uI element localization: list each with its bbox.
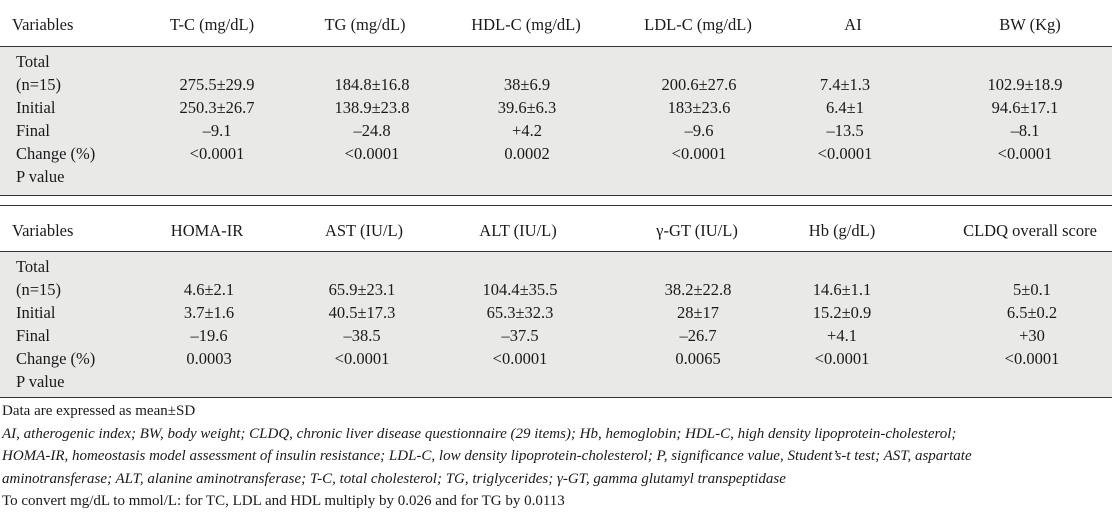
col-header-tg: TG (mg/dL) — [324, 15, 406, 34]
table-cell: <0.0001 — [189, 144, 245, 163]
table-cell: –9.6 — [684, 121, 714, 140]
table-cell: 250.3±26.7 — [179, 98, 255, 117]
col-header-ggt: γ-GT (IU/L) — [656, 221, 738, 240]
table-cell: 38±6.9 — [503, 75, 551, 94]
row-label: P value — [16, 167, 65, 186]
footnote-abbreviations: HOMA-IR, homeostasis model assessment of… — [2, 448, 972, 464]
table-cell: 183±23.6 — [667, 98, 731, 117]
table-cell: 14.6±1.1 — [812, 280, 872, 299]
table-1-body: Total (n=15) Initial Final Change (%) P … — [0, 47, 1112, 196]
table-cell: –13.5 — [826, 121, 864, 140]
footnote-abbreviations: AI, atherogenic index; BW, body weight; … — [2, 425, 957, 442]
table-cell: –9.1 — [202, 121, 232, 140]
table-footnotes: Data are expressed as mean±SD AI, athero… — [0, 400, 1112, 513]
col-header-bw: BW (Kg) — [999, 15, 1061, 34]
table-cell: 15.2±0.9 — [812, 303, 872, 322]
table-cell: 275.5±29.9 — [179, 75, 255, 94]
table-cell: 65.3±32.3 — [486, 303, 554, 322]
table-cell: 104.4±35.5 — [482, 280, 558, 299]
table-cell: 0.0002 — [504, 144, 550, 163]
table-cell: 28±17 — [676, 303, 720, 322]
table-cell: –24.8 — [353, 121, 391, 140]
row-label: Final — [16, 326, 50, 345]
footnote-unit-conversion: To convert mg/dL to mmol/L: for TC, LDL … — [2, 493, 565, 509]
table-cell: <0.0001 — [817, 144, 873, 163]
table-cell: <0.0001 — [492, 349, 548, 368]
col-header-hdl: HDL-C (mg/dL) — [471, 15, 581, 34]
table-cell: 38.2±22.8 — [664, 280, 732, 299]
row-label: (n=15) — [16, 75, 62, 94]
row-label: Total — [16, 52, 50, 71]
table-2: Variables HOMA-IR AST (IU/L) ALT (IU/L) … — [0, 205, 1112, 398]
table-cell: –19.6 — [190, 326, 228, 345]
table-cell: 3.7±1.6 — [183, 303, 235, 322]
table-cell: –8.1 — [1010, 121, 1040, 140]
row-label: Change (%) — [16, 349, 96, 368]
table-cell: 138.9±23.8 — [334, 98, 410, 117]
table-cell: –37.5 — [501, 326, 539, 345]
col-header-cldq: CLDQ overall score — [963, 221, 1097, 240]
table-2-body: Total (n=15) Initial Final Change (%) P … — [0, 252, 1112, 398]
col-header-tc: T-C (mg/dL) — [169, 15, 255, 34]
table-cell: 4.6±2.1 — [183, 280, 235, 299]
col-header-ldl: LDL-C (mg/dL) — [644, 15, 752, 34]
row-label: Initial — [16, 98, 56, 117]
row-label: Final — [16, 121, 50, 140]
col-header-hb: Hb (g/dL) — [808, 221, 876, 240]
col-header-alt: ALT (IU/L) — [479, 221, 557, 240]
footnote-abbreviations: aminotransferase; ALT, alanine aminotran… — [2, 470, 786, 487]
table-cell: 94.6±17.1 — [991, 98, 1059, 117]
table-cell: –38.5 — [343, 326, 381, 345]
table-cell: 7.4±1.3 — [819, 75, 871, 94]
table-cell: <0.0001 — [344, 144, 400, 163]
table-2-header-row: Variables HOMA-IR AST (IU/L) ALT (IU/L) … — [0, 205, 1112, 252]
table-cell: 39.6±6.3 — [497, 98, 557, 117]
table-cell: <0.0001 — [1004, 349, 1060, 368]
col-header-ast: AST (IU/L) — [324, 221, 404, 240]
table-cell: 0.0065 — [675, 349, 721, 368]
table-cell: 200.6±27.6 — [661, 75, 737, 94]
row-label: Total — [16, 257, 50, 276]
table-cell: <0.0001 — [334, 349, 390, 368]
table-1-header-row: Variables T-C (mg/dL) TG (mg/dL) HDL-C (… — [0, 0, 1112, 47]
table-cell: 102.9±18.9 — [987, 75, 1063, 94]
table-cell: 65.9±23.1 — [328, 280, 396, 299]
row-label: Change (%) — [16, 144, 96, 163]
table-cell: 40.5±17.3 — [328, 303, 396, 322]
table-cell: <0.0001 — [814, 349, 870, 368]
table-cell: 5±0.1 — [1013, 280, 1051, 299]
table-cell: +4.1 — [827, 326, 857, 345]
table-cell: +4.2 — [512, 121, 542, 140]
row-label: P value — [16, 372, 65, 391]
table-cell: 6.4±1 — [826, 98, 864, 117]
table-cell: <0.0001 — [997, 144, 1053, 163]
row-label: (n=15) — [16, 280, 62, 299]
col-header-variables: Variables — [12, 221, 74, 240]
table-cell: +30 — [1019, 326, 1045, 345]
table-cell: –26.7 — [679, 326, 717, 345]
table-cell: 6.5±0.2 — [1006, 303, 1058, 322]
table-cell: <0.0001 — [671, 144, 727, 163]
row-label: Initial — [16, 303, 56, 322]
table-1: Variables T-C (mg/dL) TG (mg/dL) HDL-C (… — [0, 0, 1112, 196]
footnote-data-expression: Data are expressed as mean±SD — [2, 403, 196, 419]
table-cell: 184.8±16.8 — [334, 75, 410, 94]
col-header-variables: Variables — [12, 15, 74, 34]
col-header-ai: AI — [844, 15, 862, 34]
table-cell: 0.0003 — [186, 349, 232, 368]
col-header-homa-ir: HOMA-IR — [170, 221, 244, 240]
